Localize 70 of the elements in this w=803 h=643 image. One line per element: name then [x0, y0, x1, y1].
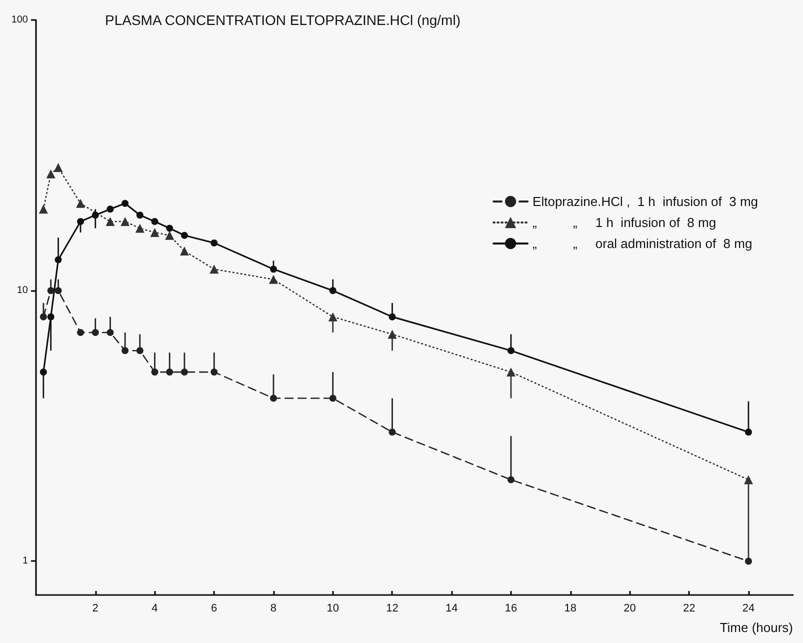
y-tick-label: 1: [22, 556, 28, 567]
point: [270, 266, 277, 273]
point: [166, 368, 174, 376]
point: [180, 232, 188, 239]
x-tick-label: 6: [211, 602, 218, 614]
point: [106, 206, 114, 213]
legend-label: „ „ oral administration of 8 mg: [532, 236, 752, 251]
x-tick-label: 8: [270, 602, 277, 614]
point: [270, 394, 277, 402]
point: [388, 330, 397, 339]
point: [47, 313, 54, 320]
x-tick-label: 12: [386, 602, 398, 614]
point: [151, 368, 158, 376]
point: [210, 239, 218, 246]
point: [210, 368, 218, 376]
point: [329, 287, 336, 294]
x-tick-label: 10: [326, 602, 339, 614]
x-tick-label: 14: [445, 602, 458, 614]
point: [40, 368, 47, 376]
point: [77, 329, 84, 336]
point: [506, 368, 516, 377]
x-tick-label: 20: [624, 602, 636, 614]
x-tick-label: 16: [504, 602, 518, 614]
x-tick-label: 22: [682, 602, 696, 614]
point: [388, 428, 396, 436]
point: [744, 428, 752, 436]
point: [328, 312, 338, 322]
point: [135, 224, 144, 233]
point: [507, 347, 514, 354]
point: [120, 217, 130, 226]
point: [507, 476, 514, 484]
point: [388, 313, 396, 320]
x-tick-label: 4: [152, 602, 158, 614]
x-tick-label: 18: [564, 602, 576, 614]
point: [151, 218, 158, 226]
point: [54, 256, 62, 264]
x-axis-title: Time (hours): [720, 620, 793, 635]
point: [180, 246, 189, 256]
legend-label: Eltoprazine.HCl , 1 h infusion of 3 mg: [532, 194, 758, 209]
point: [166, 224, 174, 232]
point: [329, 394, 336, 402]
point: [54, 287, 62, 294]
point: [106, 329, 114, 336]
point: [106, 217, 115, 226]
point: [136, 347, 144, 354]
legend-label: „ „ 1 h infusion of 8 mg: [532, 215, 716, 230]
point: [744, 558, 752, 565]
point: [744, 475, 753, 484]
point: [210, 264, 219, 274]
point: [180, 368, 188, 376]
point: [54, 163, 63, 172]
x-tick-label: 24: [742, 602, 755, 614]
point: [47, 287, 54, 294]
x-tick-label: 2: [92, 602, 98, 614]
point: [136, 212, 144, 219]
chart-title: PLASMA CONCENTRATION ELTOPRAZINE.HCl (ng/ml): [105, 12, 460, 28]
point: [38, 204, 48, 214]
point: [122, 347, 129, 354]
point: [46, 169, 56, 178]
point: [268, 274, 278, 284]
point: [150, 228, 160, 237]
point: [76, 198, 86, 208]
point: [122, 200, 129, 207]
point: [77, 218, 84, 226]
point: [92, 329, 99, 336]
y-tick-label: 100: [11, 14, 28, 26]
y-tick-label: 10: [16, 285, 28, 296]
point: [165, 230, 174, 240]
point: [40, 313, 47, 320]
point: [92, 212, 99, 219]
